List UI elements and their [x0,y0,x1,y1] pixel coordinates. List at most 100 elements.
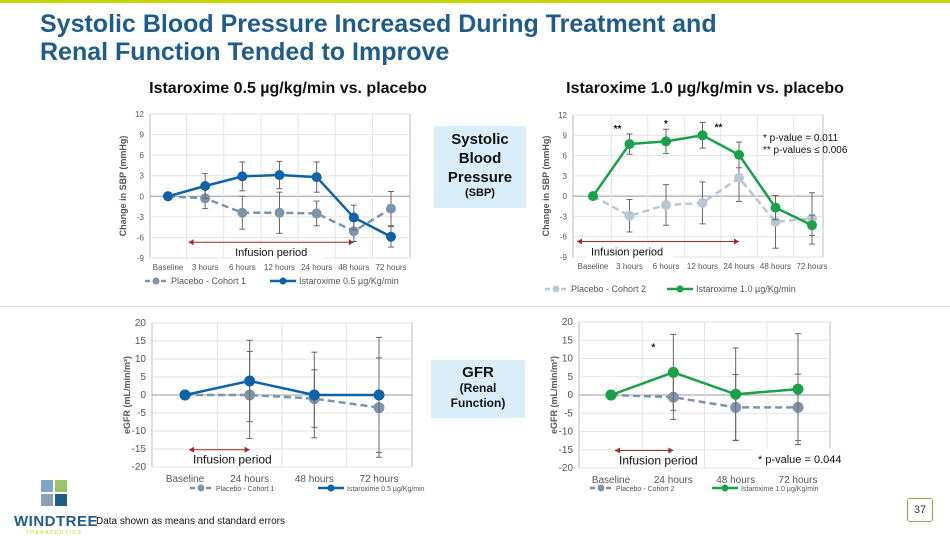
p-value-note: ** p-values ≤ 0.006 [763,145,848,156]
y-tick-label: 9 [563,131,568,140]
placebo-point [311,208,322,219]
istaroxime-point [373,389,385,401]
arrow-head-icon [244,446,250,453]
istaroxime-point [667,366,679,378]
legend-marker [152,277,160,285]
x-tick-label: 24 hours [301,263,332,272]
istaroxime-line [610,371,799,397]
y-tick-label: 12 [135,110,144,119]
divider [0,306,950,307]
x-tick-label: 72 hours [375,263,406,272]
placebo-point [237,207,248,218]
x-tick-label: 72 hours [779,475,818,486]
istaroxime-point [274,170,285,181]
placebo-point [386,203,396,214]
gfr-label: Function) [450,396,506,410]
istaroxime-point [386,231,396,242]
placebo-point [274,207,285,218]
arrow-head-icon [668,447,674,454]
left-subtitle: Istaroxime 0.5 µg/kg/min vs. placebo [149,80,427,97]
infusion-period-label: Infusion period [591,246,663,258]
legend-marker [597,484,605,492]
p-value-note: * p-value = 0.044 [758,454,841,466]
istaroxime-point [237,171,248,182]
y-tick-label: -15 [559,445,574,456]
placebo-point [661,199,671,210]
istaroxime-point [588,191,598,202]
x-tick-label: 48 hours [716,475,755,486]
placebo-point [624,210,635,221]
title-line-2: Renal Function Tended to Improve [40,38,450,66]
x-tick-label: Baseline [153,263,184,272]
x-tick-label: 3 hours [192,263,219,272]
istaroxime-point [792,383,804,395]
sbp-label: Blood [458,150,502,167]
y-tick-label: 3 [140,172,145,181]
arrow-head-icon [577,238,582,245]
x-tick-label: Baseline [166,474,205,485]
right-subtitle: Istaroxime 1.0 µg/kg/min vs. placebo [566,80,844,97]
infusion-period-label: Infusion period [619,453,698,467]
gfr-label: (Renal [459,381,497,395]
istaroxime-point [770,202,781,213]
istaroxime-point [311,172,322,183]
title-line-1: Systolic Blood Pressure Increased During… [40,10,717,38]
x-tick-label: 6 hours [653,262,680,271]
infusion-period-label: Infusion period [235,247,307,259]
legend-marker [327,484,335,492]
y-tick-label: 5 [140,372,146,383]
istaroxime-point [163,191,173,202]
x-tick-label: 24 hours [230,474,269,485]
istaroxime-point [624,139,635,150]
legend-label: Istaroxime 1.0 µg/Kg/min [741,486,819,493]
significance-marker: * [664,119,668,130]
legend-label: Placebo - Cohort 1 [216,486,274,493]
x-tick-label: 3 hours [616,262,643,271]
legend-label: Istaroxime 0.5 µg/Kg/min [347,486,425,493]
x-tick-label: Baseline [592,475,631,486]
istaroxime-point [179,389,191,401]
y-tick-label: -9 [560,253,568,262]
y-tick-label: 10 [135,354,147,365]
annotation-bg [587,244,673,258]
legend-marker [197,484,205,492]
y-tick-label: 3 [563,172,568,181]
note-bg [753,448,838,468]
footnote: Data shown as means and standard errors [96,516,285,527]
legend-label: Placebo - Cohort 1 [171,276,246,286]
legend-marker [676,285,684,293]
istaroxime-point [348,212,359,223]
y-tick-label: 20 [562,317,574,328]
legend-marker [279,277,287,285]
significance-marker: ** [715,122,723,133]
legend-marker [721,484,729,492]
y-tick-label: -10 [559,427,574,438]
istaroxime-point [244,375,256,387]
x-tick-label: 12 hours [264,263,295,272]
y-tick-label: 6 [140,151,145,160]
logo-tag: THERAPEUTICS [25,530,83,536]
gfr-label: GFR [462,364,494,381]
infusion-period-label: Infusion period [193,453,272,467]
x-tick-label: Baseline [578,262,609,271]
placebo-point [697,197,708,208]
y-axis-label: Change in SBP (mmHg) [118,136,128,237]
x-tick-label: 12 hours [687,262,718,271]
y-tick-label: -15 [132,444,147,455]
istaroxime-point [200,181,211,191]
legend-label: Placebo - Cohort 2 [616,486,674,493]
arrow-head-icon [615,447,620,454]
y-tick-label: -6 [137,233,145,242]
significance-marker: * [651,342,655,353]
y-axis-label: eGFR (mL/min/m²) [549,356,559,434]
y-tick-label: 9 [140,131,145,140]
page-title: Systolic Blood Pressure Increased During… [40,10,717,66]
y-tick-label: -10 [132,426,147,437]
arrow-head-icon [189,446,194,453]
x-tick-label: 72 hours [796,262,827,271]
y-axis-label: Change in SBP (mmHg) [541,136,551,237]
istaroxime-point [697,130,708,141]
gfr-label-box: GFR (Renal Function) [431,360,525,418]
x-tick-label: 48 hours [295,474,334,485]
